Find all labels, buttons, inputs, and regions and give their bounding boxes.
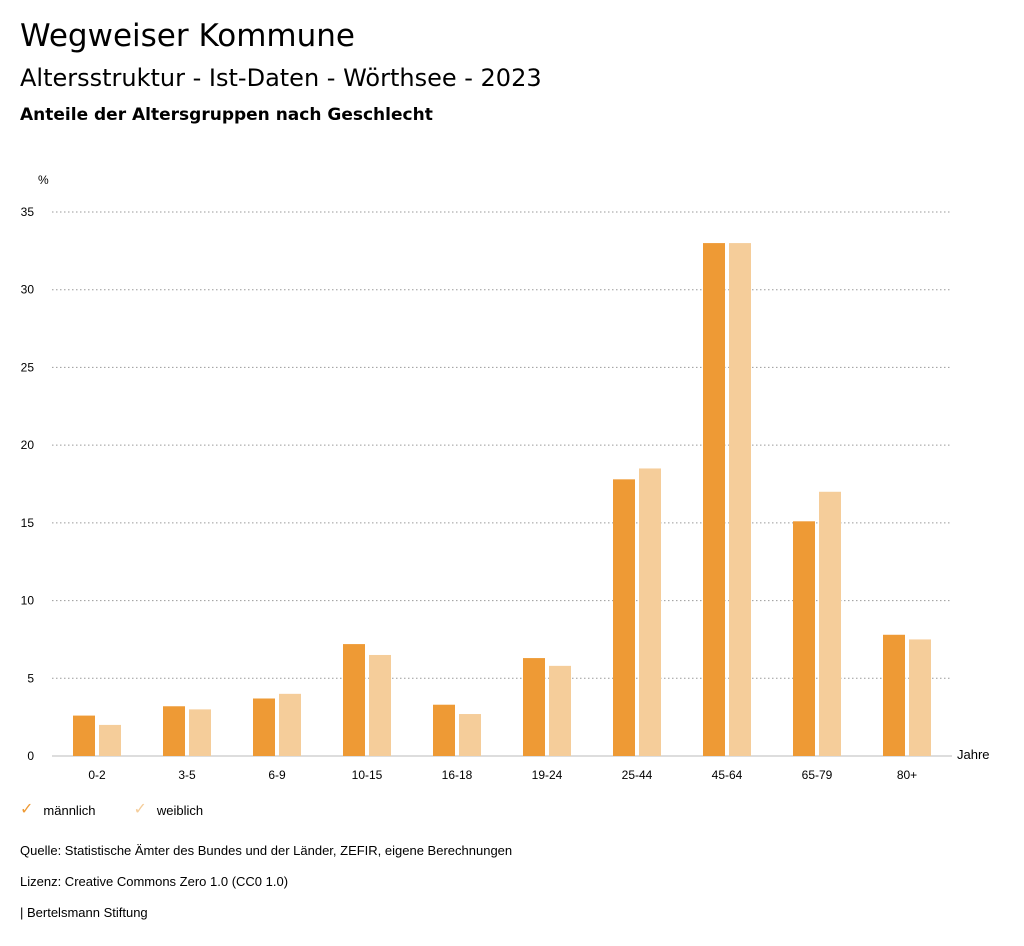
bar-maennlich-3-5 <box>163 706 185 756</box>
bar-weiblich-25-44 <box>639 468 661 756</box>
x-tick-label: 65-79 <box>802 768 833 782</box>
bar-maennlich-65-79 <box>793 521 815 756</box>
publisher-note: | Bertelsmann Stiftung <box>20 905 148 920</box>
legend-label: weiblich <box>156 802 204 818</box>
y-tick-label: 35 <box>21 205 35 219</box>
bar-weiblich-3-5 <box>189 709 211 756</box>
bar-weiblich-45-64 <box>729 243 751 757</box>
bar-maennlich-45-64 <box>703 243 725 757</box>
y-tick-label: 15 <box>21 516 35 530</box>
bar-maennlich-6-9 <box>253 698 275 756</box>
legend-label: männlich <box>43 802 96 818</box>
check-icon: ✓ <box>20 801 34 818</box>
legend: ✓ männlich ✓ weiblich <box>20 802 203 818</box>
x-tick-label: 16-18 <box>442 768 473 782</box>
y-tick-label: 0 <box>27 749 34 763</box>
x-tick-label: 3-5 <box>178 768 196 782</box>
x-tick-label: 25-44 <box>622 768 653 782</box>
page-title: Wegweiser Kommune <box>20 18 355 54</box>
bar-maennlich-0-2 <box>73 715 95 756</box>
license-note: Lizenz: Creative Commons Zero 1.0 (CC0 1… <box>20 874 289 889</box>
bar-weiblich-10-15 <box>369 654 391 756</box>
y-tick-label: 20 <box>21 438 35 452</box>
bar-maennlich-25-44 <box>613 479 635 756</box>
legend-item-maennlich[interactable]: ✓ männlich <box>20 802 95 818</box>
bar-weiblich-6-9 <box>279 693 301 756</box>
bar-maennlich-19-24 <box>523 658 545 756</box>
x-tick-label: 6-9 <box>268 768 286 782</box>
y-tick-label: 10 <box>21 594 35 608</box>
bar-chart: 0 5 10 15 20 25 30 35% Jahre 0-2 3-5 6-9 10-15 16-18 1… <box>21 173 990 782</box>
y-tick-label: 5 <box>27 671 34 685</box>
bar-weiblich-19-24 <box>549 665 571 756</box>
check-icon: ✓ <box>133 801 147 818</box>
bar-maennlich-80+ <box>883 634 905 756</box>
x-tick-label: 19-24 <box>532 768 563 782</box>
source-note: Quelle: Statistische Ämter des Bundes un… <box>20 843 513 858</box>
bar-weiblich-0-2 <box>99 724 121 756</box>
bar-weiblich-65-79 <box>819 491 841 756</box>
x-tick-label: 10-15 <box>352 768 383 782</box>
page-subtitle: Altersstruktur - Ist-Daten - Wörthsee - … <box>20 64 542 92</box>
bar-maennlich-16-18 <box>433 704 455 756</box>
bar-weiblich-80+ <box>909 639 931 756</box>
x-tick-label: 80+ <box>897 768 917 782</box>
chart-title: Anteile der Altersgruppen nach Geschlech… <box>20 105 433 125</box>
y-tick-label: 25 <box>21 360 35 374</box>
x-tick-label: 0-2 <box>88 768 106 782</box>
legend-item-weiblich[interactable]: ✓ weiblich <box>133 802 203 818</box>
y-tick-label: 30 <box>21 283 35 297</box>
y-axis-label: % <box>38 173 49 187</box>
x-axis-label: Jahre <box>957 747 990 762</box>
x-tick-label: 45-64 <box>712 768 743 782</box>
bar-maennlich-10-15 <box>343 644 365 756</box>
bar-weiblich-16-18 <box>459 714 481 756</box>
